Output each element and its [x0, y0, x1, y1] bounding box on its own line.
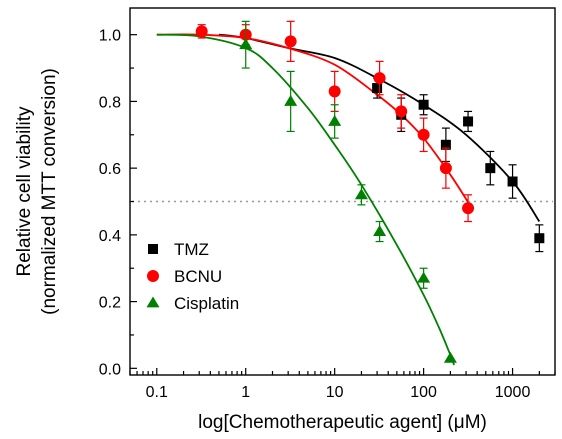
legend-label-tmz: TMZ [174, 240, 209, 259]
x-axis-title: log[Chemotherapeutic agent] (μM) [198, 412, 487, 433]
y-tick-label: 0.2 [99, 295, 121, 312]
tmz-data-point [440, 139, 451, 150]
y-tick-label: 0.0 [99, 361, 121, 378]
bcnu-data-point [195, 25, 208, 38]
legend-marker-bcnu [147, 270, 159, 282]
data-points [195, 20, 545, 363]
y-axis-title-line2: (normalized MTT conversion) [39, 68, 60, 315]
legend-item-tmz: TMZ [148, 240, 209, 259]
bcnu-data-point [284, 35, 297, 48]
legend-item-bcnu: BCNU [147, 267, 222, 286]
y-axis-title-line1: Relative cell viability [14, 106, 35, 277]
cisplatin-data-point [239, 38, 253, 50]
tmz-data-point [534, 233, 545, 244]
x-tick-label: 100 [410, 384, 437, 401]
x-tick-label: 1 [241, 384, 250, 401]
bcnu-data-point [373, 72, 386, 85]
y-tick-label: 1.0 [99, 28, 121, 45]
legend-marker-tmz [148, 244, 158, 254]
legend-marker-cisplatin [146, 296, 160, 308]
legend-item-cisplatin: Cisplatin [146, 294, 239, 313]
cisplatin-data-point [328, 114, 342, 126]
y-axis-ticks: 0.0 0.2 0.4 0.6 0.8 1.0 [99, 28, 137, 378]
y-tick-label: 0.4 [99, 228, 121, 245]
fit-curves [156, 33, 541, 366]
plot-frame [129, 7, 556, 376]
tmz-data-point [372, 83, 383, 94]
cisplatin-data-point [373, 225, 387, 236]
x-axis-ticks: 0.1 1 10 100 1000 [129, 368, 556, 401]
bcnu-data-point [395, 105, 408, 118]
plot-area: 0.1 1 10 100 1000 0.0 0.2 0.4 0.6 0.8 1.0 [99, 7, 556, 401]
cisplatin-data-point [284, 94, 298, 106]
x-tick-label: 0.1 [146, 384, 168, 401]
bcnu-data-point [417, 128, 430, 141]
bcnu-fit-curve [156, 33, 471, 206]
bcnu-data-point [328, 85, 341, 98]
cisplatin-data-point [443, 351, 457, 363]
y-tick-label: 0.8 [99, 94, 121, 111]
x-tick-label: 10 [326, 384, 344, 401]
legend-label-cisplatin: Cisplatin [174, 294, 239, 313]
tmz-data-point [485, 163, 496, 174]
tmz-data-point [463, 116, 474, 127]
legend: TMZ BCNU Cisplatin [146, 240, 239, 313]
cisplatin-fit-curve [156, 33, 455, 366]
cisplatin-data-point [354, 188, 368, 200]
bcnu-data-point [462, 202, 475, 215]
cisplatin-data-point [417, 271, 431, 283]
bcnu-data-point [439, 162, 452, 175]
legend-label-bcnu: BCNU [174, 267, 222, 286]
tmz-data-point [418, 99, 429, 110]
x-tick-label: 1000 [495, 384, 531, 401]
tmz-data-point [507, 176, 518, 187]
y-tick-label: 0.6 [99, 161, 121, 178]
